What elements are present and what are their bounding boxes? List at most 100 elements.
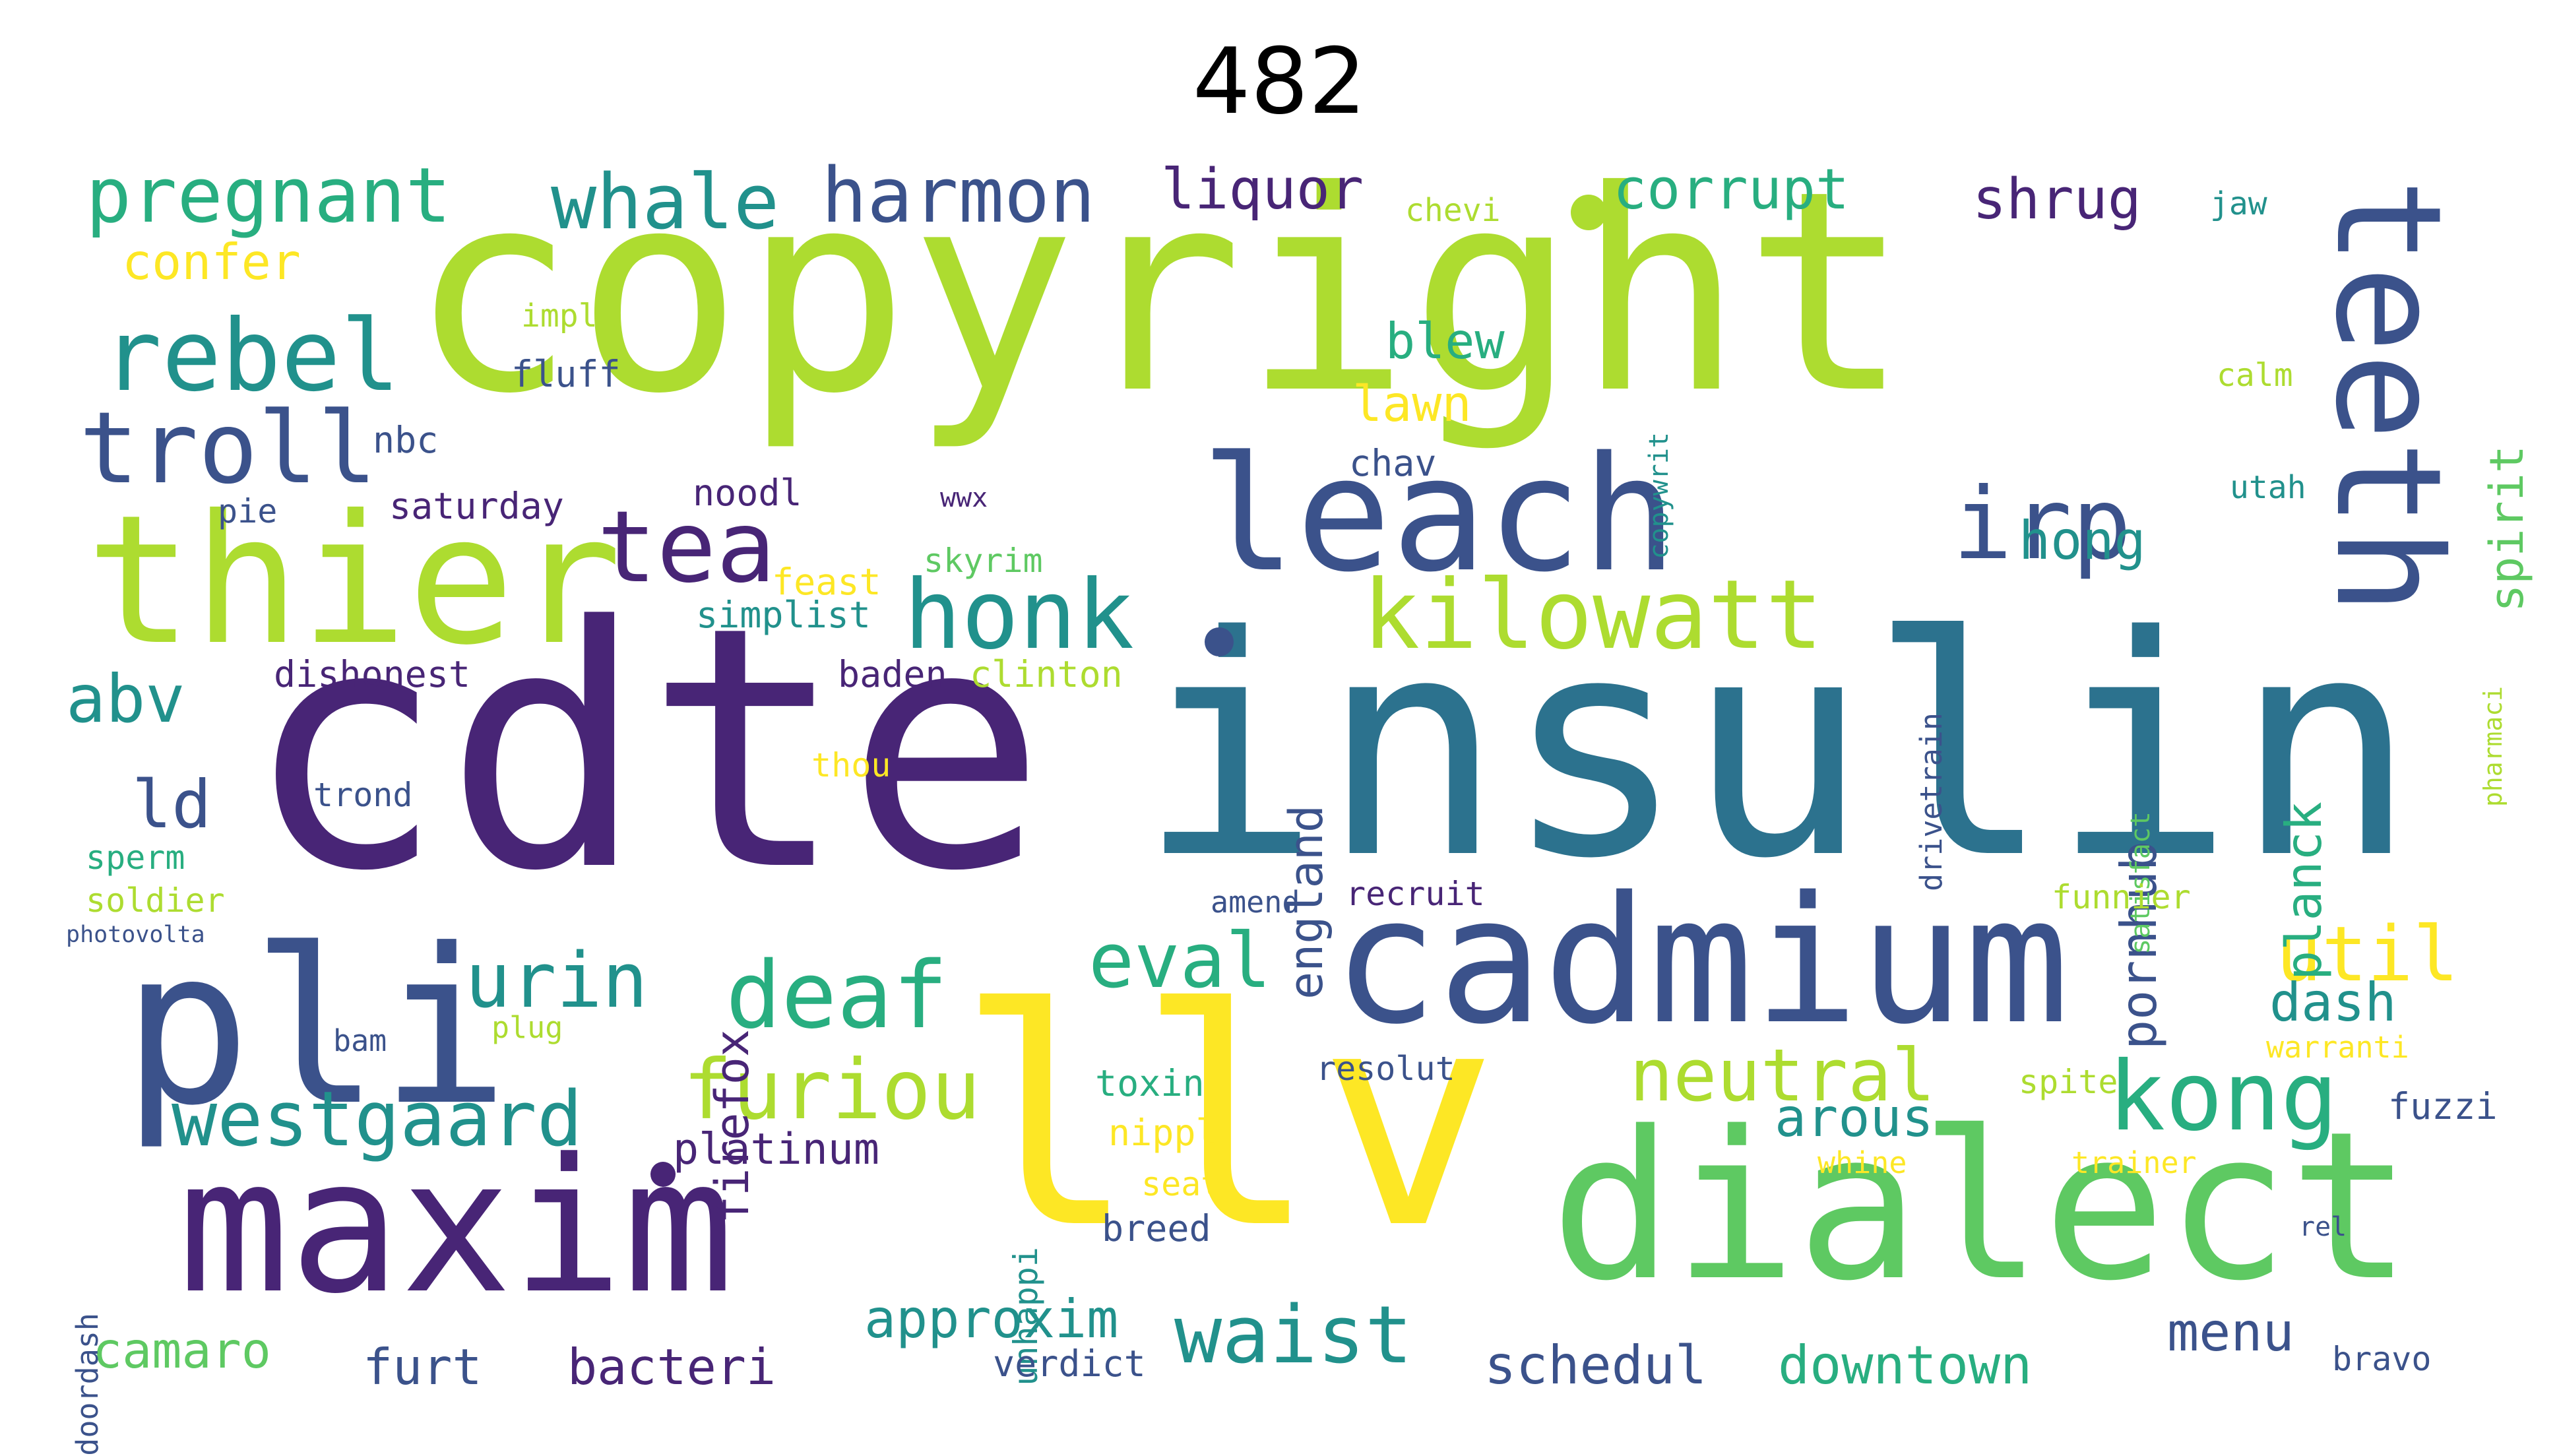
word-corrupt: corrupt	[1613, 157, 1850, 222]
word-photovolta: photovolta	[66, 922, 205, 948]
word-ld: ld	[132, 766, 212, 843]
word-kong: kong	[2108, 1041, 2339, 1153]
word-bacteri: bacteri	[567, 1338, 776, 1396]
word-cdte: cdte	[244, 556, 1047, 944]
word-whale: whale	[551, 158, 780, 247]
word-irp: irp	[1953, 467, 2132, 582]
word-trainer: trainer	[2071, 1145, 2197, 1180]
word-warranti: warranti	[2266, 1030, 2409, 1065]
word-util: util	[2276, 910, 2459, 999]
word-saturday: saturday	[389, 485, 564, 527]
word-doordash: doordash	[70, 1313, 105, 1456]
word-noodl: noodl	[693, 472, 802, 514]
word-whine: whine	[1817, 1145, 1907, 1180]
word-bam: bam	[333, 1023, 387, 1058]
word-teeth: teeth	[2304, 178, 2473, 616]
word-eval: eval	[1089, 917, 1271, 1005]
word-soldier: soldier	[86, 881, 225, 920]
word-hong: hong	[2019, 510, 2146, 571]
word-feast: feast	[772, 561, 881, 603]
word-neutral: neutral	[1629, 1033, 1936, 1118]
cloud-dot	[1205, 627, 1234, 656]
word-schedul: schedul	[1484, 1335, 1707, 1396]
word-thou: thou	[811, 746, 891, 784]
word-calm: calm	[2217, 357, 2293, 394]
word-chav: chav	[1349, 442, 1437, 484]
cloud-dot	[650, 1162, 676, 1187]
word-simplist: simplist	[696, 594, 871, 636]
word-liquor: liquor	[1161, 157, 1364, 222]
word-thier: thier	[86, 476, 622, 684]
word-deaf: deaf	[726, 942, 949, 1050]
word-funnier: funnier	[2052, 878, 2191, 916]
word-tea: tea	[597, 490, 776, 605]
word-insulin: insulin	[1138, 572, 2417, 925]
word-kilowatt: kilowatt	[1362, 559, 1823, 671]
cloud-dot	[1571, 195, 1606, 230]
word-wwx: wwx	[940, 483, 988, 513]
word-copyright: copyright	[409, 132, 1911, 455]
word-utah: utah	[2230, 469, 2306, 506]
word-leach: leach	[1201, 422, 1678, 607]
word-baden: baden	[838, 653, 947, 695]
word-nbc: nbc	[373, 419, 439, 461]
word-camaro: camaro	[92, 1321, 271, 1379]
word-honk: honk	[904, 559, 1135, 671]
word-seat: seat	[1141, 1165, 1221, 1203]
word-spite: spite	[2019, 1063, 2118, 1101]
word-furt: furt	[363, 1338, 482, 1396]
word-maxim: maxim	[178, 1120, 734, 1335]
word-rebel: rebel	[102, 299, 400, 414]
word-drivetrain: drivetrain	[1914, 712, 1949, 891]
word-fuzzi: fuzzi	[2388, 1085, 2498, 1127]
word-planck: planck	[2275, 802, 2333, 980]
word-spirit: spirit	[2480, 445, 2534, 612]
word-fluff: fluff	[511, 353, 621, 395]
word-confer: confer	[122, 233, 301, 291]
word-breed: breed	[1102, 1207, 1211, 1250]
word-furiou: furiou	[683, 1042, 981, 1138]
word-verdict: verdict	[993, 1343, 1146, 1385]
word-pregnant: pregnant	[86, 152, 451, 240]
word-approxim: approxim	[864, 1288, 1119, 1350]
word-recruit: recruit	[1346, 875, 1485, 913]
word-toxin: toxin	[1095, 1062, 1205, 1104]
word-trond: trond	[313, 776, 413, 814]
word-amend: amend	[1211, 885, 1300, 920]
word-dash: dash	[2269, 972, 2397, 1033]
word-pie: pie	[218, 492, 278, 530]
word-pli: pli	[122, 902, 509, 1153]
word-downtown: downtown	[1778, 1335, 2033, 1396]
word-menu: menu	[2167, 1302, 2294, 1363]
word-dishonest: dishonest	[274, 653, 471, 695]
word-llv: llv	[957, 945, 1499, 1294]
word-rel: rel	[2299, 1212, 2347, 1242]
word-harmon: harmon	[821, 152, 1096, 240]
word-troll: troll	[79, 391, 377, 506]
word-urin: urin	[465, 937, 648, 1025]
word-lawn: lawn	[1352, 375, 1472, 433]
word-westgaard: westgaard	[172, 1075, 583, 1164]
word-skyrim: skyrim	[924, 542, 1043, 580]
word-plug: plug	[491, 1010, 563, 1045]
word-pharmaci: pharmaci	[2479, 686, 2508, 807]
word-waist: waist	[1174, 1290, 1413, 1381]
word-cadmium: cadmium	[1333, 860, 2069, 1063]
word-copywrit: copywrit	[1644, 432, 1674, 559]
word-cloud: copyright cdte insulin llv dialect thier pli ma…	[59, 132, 2534, 1456]
word-platinum: platinum	[673, 1125, 880, 1174]
word-nippl: nippl	[1108, 1112, 1218, 1154]
word-blew: blew	[1385, 312, 1505, 370]
word-chevi: chevi	[1405, 192, 1501, 229]
word-dialect: dialect	[1550, 1088, 2413, 1326]
word-impli: impli	[521, 298, 617, 334]
figure-title: 482	[1192, 28, 1367, 135]
word-shrug: shrug	[1973, 167, 2141, 232]
word-sperm: sperm	[86, 839, 185, 877]
word-arous: arous	[1775, 1087, 1934, 1149]
word-abv: abv	[66, 660, 185, 738]
word-bravo: bravo	[2332, 1340, 2432, 1378]
word-clinton: clinton	[970, 653, 1123, 695]
word-jaw: jaw	[2210, 185, 2267, 222]
